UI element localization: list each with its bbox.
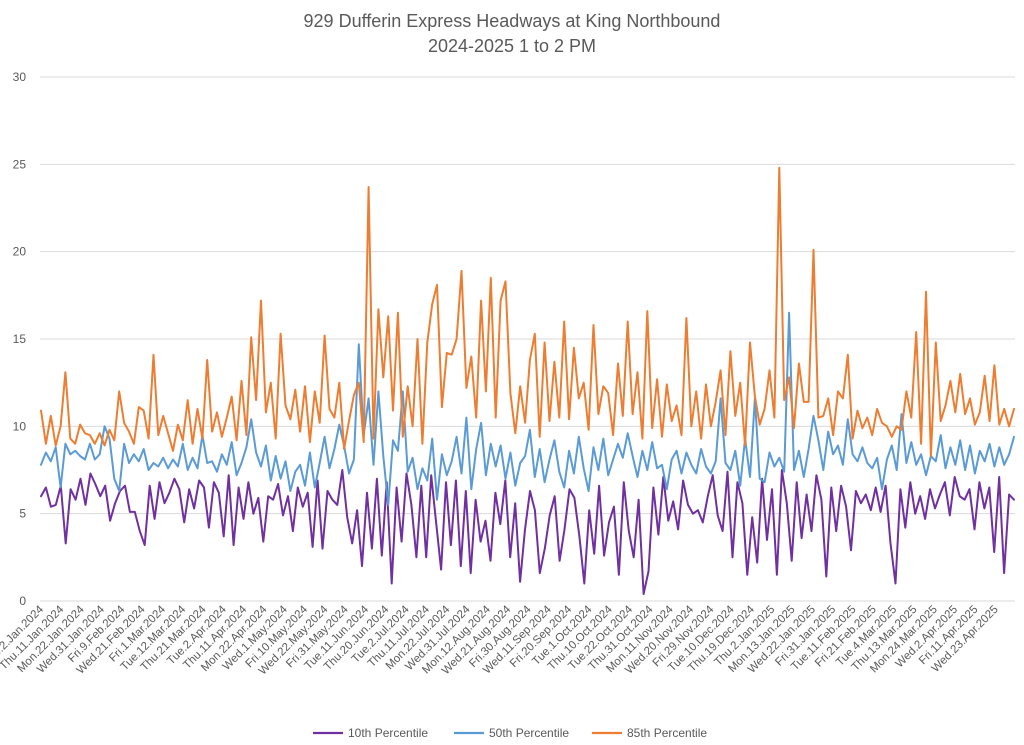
legend: 10th Percentile 50th Percentile 85th Perce… [313, 726, 707, 740]
x-axis-ticks: Tue.2.Jan.2024Thu.11.Jan.2024Mon.22.Jan.… [0, 603, 1001, 677]
y-tick-label: 0 [19, 594, 26, 608]
series-line-85th-percentile [40, 166, 1015, 457]
chart-title-line-1: 929 Dufferin Express Headways at King No… [304, 11, 721, 31]
y-tick-label: 15 [13, 332, 27, 346]
y-tick-label: 30 [13, 70, 27, 84]
chart-title: 929 Dufferin Express Headways at King No… [304, 11, 721, 56]
y-tick-label: 25 [13, 157, 27, 171]
series-line-10th-percentile [40, 469, 1015, 595]
chart-title-line-2: 2024-2025 1 to 2 PM [428, 36, 596, 56]
gridlines [40, 76, 1015, 602]
legend-label: 10th Percentile [348, 726, 428, 740]
y-tick-label: 5 [19, 507, 26, 521]
y-tick-label: 10 [13, 419, 27, 433]
y-tick-label: 20 [13, 245, 27, 259]
legend-label: 85th Percentile [627, 726, 707, 740]
y-axis-ticks: 0 5 10 15 20 25 30 [13, 70, 27, 608]
series-line-50th-percentile [40, 311, 1015, 506]
legend-label: 50th Percentile [489, 726, 569, 740]
series-lines [40, 166, 1015, 595]
